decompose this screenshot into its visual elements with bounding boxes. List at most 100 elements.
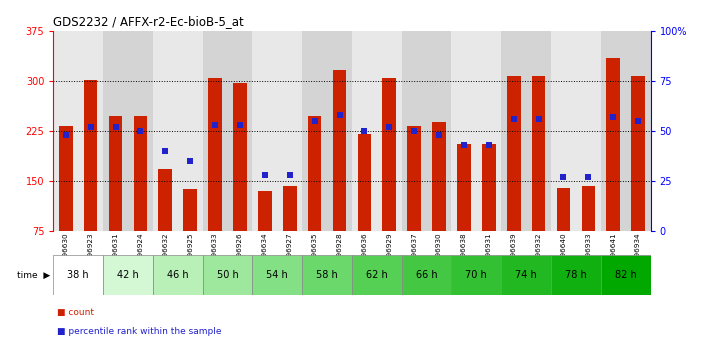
Bar (501, 255, 551, 295)
Bar (302, 31, 327, 231)
Text: 50 h: 50 h (217, 270, 238, 280)
Bar (109, 116, 122, 231)
Bar (501, 31, 526, 231)
Point (185, 158, 196, 164)
Bar (258, 191, 272, 231)
Text: 38 h: 38 h (68, 270, 89, 280)
Bar (377, 31, 402, 231)
Bar (203, 255, 252, 295)
Point (433, 132, 445, 138)
Bar (103, 31, 128, 231)
Bar (228, 31, 252, 231)
Point (85, 124, 97, 130)
Text: 78 h: 78 h (565, 270, 587, 280)
Text: 62 h: 62 h (366, 270, 387, 280)
Text: 82 h: 82 h (615, 270, 636, 280)
Bar (333, 70, 346, 231)
Bar (402, 255, 451, 295)
Point (384, 124, 395, 130)
Bar (159, 169, 172, 231)
Bar (352, 255, 402, 295)
Point (533, 116, 545, 122)
Point (109, 124, 121, 130)
Point (508, 116, 519, 122)
Bar (252, 255, 302, 295)
Bar (308, 116, 321, 231)
Bar (582, 186, 595, 231)
Bar (53, 255, 103, 295)
Bar (457, 145, 471, 231)
Bar (427, 31, 451, 231)
Bar (283, 186, 296, 231)
Bar (631, 76, 645, 231)
Point (135, 128, 146, 134)
Bar (233, 83, 247, 231)
Bar (183, 189, 197, 231)
Text: time  ▶: time ▶ (16, 270, 50, 280)
Bar (59, 126, 73, 231)
Text: 70 h: 70 h (466, 270, 487, 280)
Text: 54 h: 54 h (267, 270, 288, 280)
Bar (277, 31, 302, 231)
Bar (252, 31, 277, 231)
Point (159, 148, 171, 154)
Bar (53, 31, 78, 231)
Bar (507, 76, 520, 231)
Text: 42 h: 42 h (117, 270, 139, 280)
Text: 74 h: 74 h (515, 270, 537, 280)
Bar (402, 31, 427, 231)
Bar (451, 255, 501, 295)
Point (259, 172, 270, 178)
Bar (327, 31, 352, 231)
Text: 58 h: 58 h (316, 270, 338, 280)
Bar (601, 255, 651, 295)
Bar (153, 255, 203, 295)
Bar (358, 135, 371, 231)
Bar (432, 122, 446, 231)
Point (557, 174, 569, 180)
Bar (551, 31, 576, 231)
Bar (407, 126, 421, 231)
Bar (451, 31, 476, 231)
Bar (78, 31, 103, 231)
Bar (302, 255, 352, 295)
Point (284, 172, 296, 178)
Bar (203, 31, 228, 231)
Bar (84, 80, 97, 231)
Bar (128, 31, 153, 231)
Bar (601, 31, 626, 231)
Bar (557, 188, 570, 231)
Point (483, 142, 494, 148)
Point (408, 128, 419, 134)
Point (633, 118, 644, 124)
Point (60, 132, 71, 138)
Point (583, 174, 594, 180)
Point (458, 142, 469, 148)
Point (209, 122, 220, 128)
Bar (576, 31, 601, 231)
Bar (383, 78, 396, 231)
Bar (103, 255, 153, 295)
Bar (208, 78, 222, 231)
Text: 66 h: 66 h (416, 270, 437, 280)
Bar (532, 76, 545, 231)
Bar (153, 31, 178, 231)
Bar (551, 255, 601, 295)
Point (358, 128, 370, 134)
Point (234, 122, 246, 128)
Text: 46 h: 46 h (167, 270, 188, 280)
Text: ■ percentile rank within the sample: ■ percentile rank within the sample (57, 327, 221, 336)
Point (309, 118, 320, 124)
Bar (606, 58, 620, 231)
Bar (352, 31, 377, 231)
Point (333, 112, 345, 118)
Bar (134, 116, 147, 231)
Bar (482, 145, 496, 231)
Bar (178, 31, 203, 231)
Text: GDS2232 / AFFX-r2-Ec-bioB-5_at: GDS2232 / AFFX-r2-Ec-bioB-5_at (53, 16, 244, 29)
Text: ■ count: ■ count (57, 308, 94, 317)
Bar (526, 31, 551, 231)
Point (607, 114, 619, 120)
Bar (476, 31, 501, 231)
Bar (626, 31, 651, 231)
